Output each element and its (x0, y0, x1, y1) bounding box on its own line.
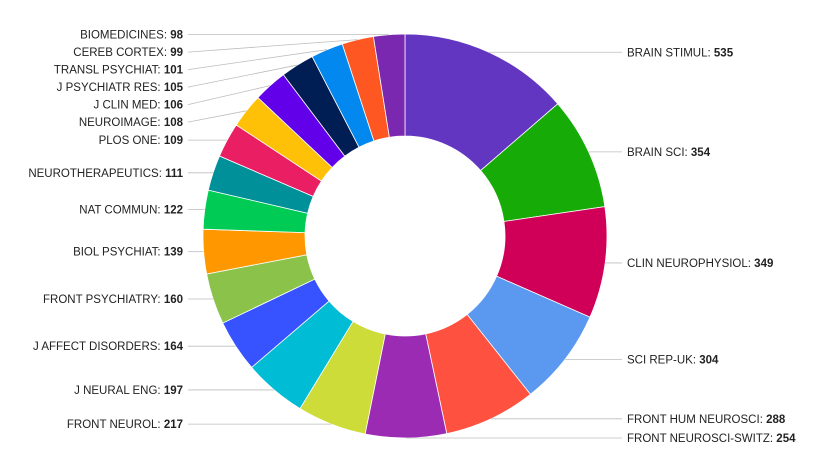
leader-line-cereb-cortex (187, 39, 358, 53)
slice-label-name: J CLIN MED (94, 100, 158, 112)
slice-label-name: CEREB CORTEX (73, 47, 164, 59)
slice-label-clin-neurophysiol: CLIN NEUROPHYSIOL: 349 (627, 258, 773, 270)
slice-label-value: 217 (164, 419, 183, 431)
slice-label-value: 535 (714, 47, 734, 59)
slice-label-value: 106 (164, 100, 183, 112)
slice-label-separator: : (748, 258, 754, 270)
slice-label-separator: : (157, 205, 163, 217)
slice-label-j-clin-med: J CLIN MED: 106 (94, 100, 183, 112)
slice-label-nat-commun: NAT COMMUN: 122 (79, 205, 183, 217)
slice-label-separator: : (157, 65, 163, 77)
slice-label-value: 354 (691, 147, 711, 159)
slice-label-separator: : (685, 147, 691, 159)
slice-label-name: TRANSL PSYCHIAT (54, 65, 159, 77)
slice-label-value: 122 (164, 205, 183, 217)
slice-label-name: BIOL PSYCHIAT (73, 247, 159, 259)
slice-label-j-neural-eng: J NEURAL ENG: 197 (74, 385, 183, 397)
slice-label-separator: : (157, 247, 163, 259)
slice-label-value: 109 (164, 135, 183, 147)
slice-label-biol-psychiat: BIOL PSYCHIAT: 139 (73, 247, 183, 259)
slice-label-name: FRONT NEUROL (67, 419, 158, 431)
slice-label-separator: : (708, 47, 714, 59)
slice-label-brain-sci: BRAIN SCI: 354 (627, 147, 711, 159)
slice-label-name: J AFFECT DISORDERS (33, 341, 158, 353)
slices-group (202, 33, 608, 439)
slice-label-name: BRAIN STIMUL (627, 47, 708, 59)
slice-label-separator: : (770, 433, 776, 445)
slice-label-brain-stimul: BRAIN STIMUL: 535 (627, 47, 734, 59)
slice-label-separator: : (157, 100, 163, 112)
slice-label-name: J PSYCHIATR RES (57, 82, 158, 94)
slice-label-separator: : (157, 135, 163, 147)
slice-label-name: NAT COMMUN (79, 205, 157, 217)
slice-label-separator: : (157, 294, 163, 306)
slice-biomedicines (372, 33, 406, 138)
slice-label-separator: : (157, 82, 163, 94)
leader-line-j-psychiatr-res (187, 64, 298, 88)
slice-label-name: FRONT PSYCHIATRY (43, 294, 158, 306)
slice-label-value: 197 (164, 385, 183, 397)
slice-label-value: 101 (164, 65, 184, 77)
slice-label-separator: : (760, 414, 766, 426)
slice-label-name: BRAIN SCI (627, 147, 685, 159)
slice-label-biomedicines: BIOMEDICINES: 98 (80, 30, 184, 42)
slice-label-value: 304 (699, 354, 719, 366)
slice-label-j-affect-disorders: J AFFECT DISORDERS: 164 (33, 341, 184, 353)
slice-label-value: 105 (164, 82, 184, 94)
slice-label-separator: : (164, 30, 170, 42)
slice-label-value: 111 (165, 168, 184, 180)
slice-label-separator: : (157, 419, 163, 431)
slice-label-name: J NEURAL ENG (74, 385, 157, 397)
slice-label-value: 98 (170, 30, 183, 42)
slice-label-sci-rep-uk: SCI REP-UK: 304 (627, 354, 719, 366)
slice-label-separator: : (157, 341, 163, 353)
slice-label-name: BIOMEDICINES (80, 30, 164, 42)
slice-label-value: 349 (754, 258, 773, 270)
slice-label-front-psychiatry: FRONT PSYCHIATRY: 160 (43, 294, 183, 306)
slice-label-separator: : (159, 168, 165, 180)
slice-label-neurotherapeutics: NEUROTHERAPEUTICS: 111 (28, 168, 183, 180)
leader-lines-group (187, 34, 622, 439)
slice-labels-group: BRAIN STIMUL: 535 BRAIN SCI: 354 CLIN NEUR… (28, 30, 796, 445)
slice-label-cereb-cortex: CEREB CORTEX: 99 (73, 47, 183, 59)
slice-label-separator: : (164, 47, 170, 59)
slice-label-name: NEUROTHERAPEUTICS (28, 168, 159, 180)
slice-label-name: FRONT NEUROSCI-SWITZ (627, 433, 770, 445)
leader-line-j-clin-med (187, 85, 271, 106)
slice-label-separator: : (157, 385, 163, 397)
slice-label-value: 288 (766, 414, 786, 426)
slice-label-separator: : (157, 117, 163, 129)
slice-label-front-hum-neurosci: FRONT HUM NEUROSCI: 288 (627, 414, 786, 426)
slice-label-j-psychiatr-res: J PSYCHIATR RES: 105 (57, 82, 184, 94)
leader-line-transl-psychiat (187, 49, 328, 71)
slice-label-separator: : (693, 354, 699, 366)
slice-label-neuroimage: NEUROIMAGE: 108 (79, 117, 184, 129)
slice-label-value: 160 (164, 294, 183, 306)
slice-label-value: 164 (164, 341, 184, 353)
slice-label-value: 99 (170, 47, 183, 59)
slice-label-value: 108 (164, 117, 184, 129)
slice-label-name: PLOS ONE (99, 135, 158, 147)
slice-label-plos-one: PLOS ONE: 109 (99, 135, 183, 147)
slice-label-name: NEUROIMAGE (79, 117, 158, 129)
slice-label-name: FRONT HUM NEUROSCI (627, 414, 760, 426)
leader-line-neuroimage (187, 110, 247, 123)
slice-label-name: SCI REP-UK (627, 354, 693, 366)
slice-label-value: 139 (164, 247, 183, 259)
slice-label-name: CLIN NEUROPHYSIOL (627, 258, 748, 270)
slice-label-front-neurol: FRONT NEUROL: 217 (67, 419, 183, 431)
slice-label-transl-psychiat: TRANSL PSYCHIAT: 101 (54, 65, 184, 77)
slice-label-front-neurosci-switz: FRONT NEUROSCI-SWITZ: 254 (627, 433, 796, 445)
slice-label-value: 254 (776, 433, 796, 445)
